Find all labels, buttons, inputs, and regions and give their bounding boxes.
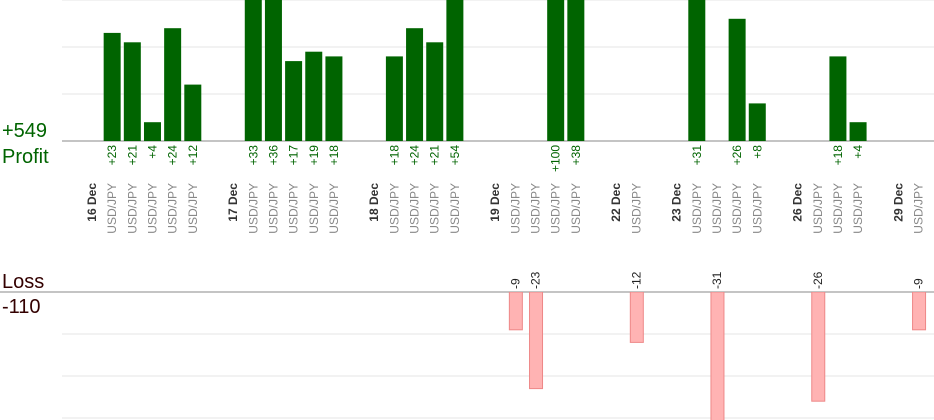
profit-value-label: +24	[408, 145, 422, 166]
profit-label: Profit	[2, 146, 49, 168]
pair-label: USD/JPY	[145, 183, 159, 234]
loss-value-label: -26	[811, 271, 825, 289]
pair-label: USD/JPY	[287, 183, 301, 234]
date-label: 18 Dec	[367, 183, 381, 222]
pair-label: USD/JPY	[105, 183, 119, 234]
profit-value-label: +38	[569, 145, 583, 166]
loss-total: -110	[2, 296, 41, 318]
loss-value-label: -12	[629, 271, 643, 289]
profit-value-label: +18	[387, 145, 401, 166]
profit-bar	[184, 84, 202, 141]
pair-label: USD/JPY	[851, 183, 865, 234]
loss-value-label: -9	[912, 278, 926, 289]
loss-bar	[508, 292, 523, 331]
pair-label: USD/JPY	[448, 183, 462, 234]
profit-bar	[385, 56, 403, 141]
pair-label: USD/JPY	[387, 183, 401, 234]
loss-bar	[529, 292, 544, 390]
profit-value-label: +31	[690, 145, 704, 166]
profit-value-label: +21	[428, 145, 442, 166]
loss-value-label: -31	[710, 271, 724, 289]
profit-bar	[446, 0, 464, 141]
pair-label: USD/JPY	[710, 183, 724, 234]
profit-total: +549	[2, 120, 47, 142]
profit-value-label: +21	[125, 145, 139, 166]
profit-value-label: +19	[307, 145, 321, 166]
profit-bar	[426, 42, 444, 141]
loss-label: Loss	[2, 271, 44, 293]
pair-label: USD/JPY	[166, 183, 180, 234]
pair-label: USD/JPY	[811, 183, 825, 234]
pair-label: USD/JPY	[508, 183, 522, 234]
pair-label: USD/JPY	[750, 183, 764, 234]
profit-value-label: +17	[287, 145, 301, 166]
profit-bar	[305, 51, 323, 141]
profit-value-label: +4	[851, 145, 865, 159]
profit-bar	[849, 122, 867, 141]
profit-value-label: +24	[166, 145, 180, 166]
pair-label: USD/JPY	[549, 183, 563, 234]
profit-bar	[829, 56, 847, 141]
pair-label: USD/JPY	[529, 183, 543, 234]
profit-value-label: +100	[549, 145, 563, 172]
profit-value-label: +12	[186, 145, 200, 166]
pair-label: USD/JPY	[690, 183, 704, 234]
pair-label: USD/JPY	[428, 183, 442, 234]
profit-value-label: +54	[448, 145, 462, 166]
profit-value-label: +23	[105, 145, 119, 166]
loss-value-label: -9	[508, 278, 522, 289]
loss-bar	[912, 292, 927, 331]
date-label: 26 Dec	[791, 183, 805, 222]
profit-bar	[123, 42, 141, 141]
pair-label: USD/JPY	[831, 183, 845, 234]
profit-bar	[728, 18, 746, 141]
profit-value-label: +18	[831, 145, 845, 166]
profit-bar	[547, 0, 565, 141]
pair-label: USD/JPY	[186, 183, 200, 234]
profit-bar	[567, 0, 585, 141]
profit-bar	[325, 56, 343, 141]
profit-bar	[164, 28, 182, 141]
pair-label: USD/JPY	[912, 183, 926, 234]
pair-label: USD/JPY	[629, 183, 643, 234]
profit-value-label: +26	[730, 145, 744, 166]
date-label: 23 Dec	[670, 183, 684, 222]
loss-value-label: -23	[529, 271, 543, 289]
loss-bar	[811, 292, 826, 402]
pair-label: USD/JPY	[408, 183, 422, 234]
pair-label: USD/JPY	[730, 183, 744, 234]
profit-value-label: +18	[327, 145, 341, 166]
profit-bar	[285, 61, 303, 141]
profit-bar	[244, 0, 262, 141]
pair-label: USD/JPY	[327, 183, 341, 234]
profit-value-label: +8	[750, 145, 764, 159]
profit-value-label: +33	[246, 145, 260, 166]
date-label: 22 Dec	[609, 183, 623, 222]
profit-bar	[103, 32, 121, 141]
date-label: 19 Dec	[488, 183, 502, 222]
pair-label: USD/JPY	[125, 183, 139, 234]
pair-label: USD/JPY	[246, 183, 260, 234]
pair-label: USD/JPY	[569, 183, 583, 234]
date-label: 16 Dec	[85, 183, 99, 222]
pair-label: USD/JPY	[307, 183, 321, 234]
pair-label: USD/JPY	[266, 183, 280, 234]
date-label: 17 Dec	[226, 183, 240, 222]
profit-bar	[748, 103, 766, 141]
loss-bar	[629, 292, 644, 343]
profit-bar	[688, 0, 706, 141]
date-label: 29 Dec	[891, 183, 905, 222]
profit-bar	[406, 28, 424, 141]
profit-bar	[264, 0, 282, 141]
loss-bar	[710, 292, 725, 420]
profit-value-label: +4	[145, 145, 159, 159]
profit-bar	[143, 122, 161, 141]
profit-value-label: +36	[266, 145, 280, 166]
